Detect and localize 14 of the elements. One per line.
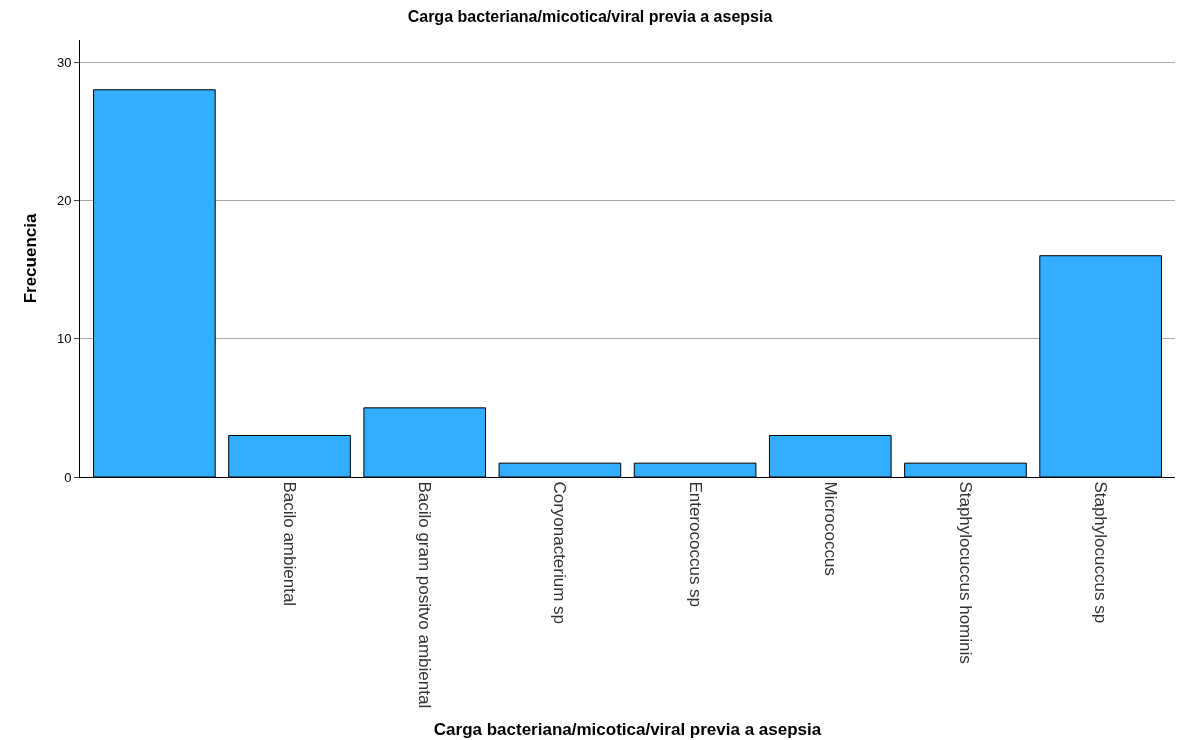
y-tick-label: 10: [56, 331, 72, 347]
chart-title: Carga bacteriana/micotica/viral previa a asepsia: [407, 8, 773, 26]
x-tick-label: Bacilo ambiental: [280, 481, 300, 607]
y-tick-label: 20: [56, 192, 72, 208]
x-tick-label: Micrococcus: [820, 481, 840, 576]
x-tick-label: Coryonacterium sp: [550, 481, 570, 625]
y-tick-label: 30: [56, 54, 72, 70]
x-axis-title: Carga bacteriana/micotica/viral previa a asepsia: [433, 719, 822, 739]
x-tick-label: Enterococcus sp: [685, 481, 705, 608]
y-tick-label: 0: [64, 469, 72, 485]
x-tick-label: Bacilo gram positvo ambiental: [415, 481, 435, 709]
x-tick-label: Staphylocuccus hominis: [955, 481, 975, 664]
x-tick-label: Staphylocuccus sp: [1091, 481, 1111, 624]
y-axis-title: Frecuencia: [21, 213, 41, 304]
